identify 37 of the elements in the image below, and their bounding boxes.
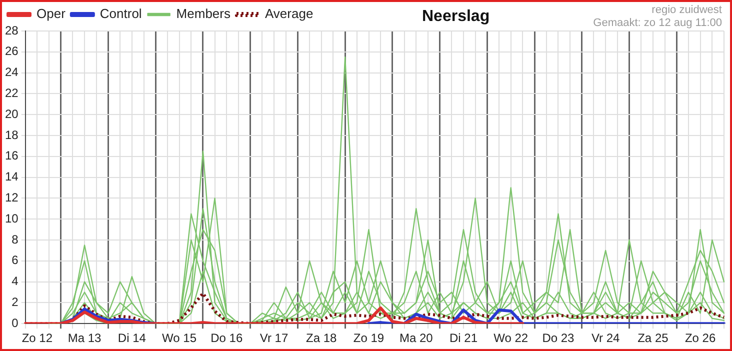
y-tick-label: 0 (12, 316, 19, 330)
x-tick-label: Do 23 (542, 331, 575, 346)
y-tick-label: 16 (4, 148, 19, 163)
legend-label: Average (264, 6, 314, 22)
y-tick-label: 2 (12, 295, 19, 310)
y-tick-label: 8 (12, 232, 19, 246)
x-tick-label: Vr 17 (260, 331, 288, 346)
y-tick-label: 6 (12, 253, 19, 268)
x-tick-label: Ma 13 (68, 331, 102, 346)
y-tick-label: 22 (4, 86, 19, 100)
x-tick-label: Do 16 (210, 331, 243, 346)
y-tick-label: 28 (4, 23, 19, 38)
legend-label: Oper (36, 6, 66, 22)
x-tick-label: Ma 20 (399, 331, 434, 346)
legend-label: Control (100, 6, 142, 22)
y-tick-label: 14 (4, 170, 19, 184)
y-tick-label: 10 (4, 211, 19, 226)
y-tick-label: 26 (4, 44, 19, 58)
y-tick-label: 20 (4, 106, 19, 121)
x-tick-label: Di 14 (118, 331, 146, 346)
text: regio zuidwest (650, 4, 722, 17)
x-tick-label: Zo 26 (684, 331, 716, 346)
chart-title: Neerslag (422, 8, 490, 26)
y-tick-label: 24 (4, 65, 19, 80)
x-tick-label: Zo 19 (353, 331, 384, 346)
x-tick-label: Wo 22 (494, 331, 528, 346)
text: Gemaakt: zo 12 aug 11:00 (593, 17, 722, 30)
x-tick-label: Wo 15 (162, 331, 197, 346)
x-tick-label: Vr 24 (591, 331, 620, 346)
y-tick-label: 18 (4, 128, 19, 142)
x-tick-label: Di 21 (449, 331, 478, 346)
x-tick-label: Za 18 (306, 331, 338, 346)
y-tick-label: 12 (4, 190, 19, 205)
x-tick-label: Za 25 (638, 331, 669, 346)
y-tick-label: 4 (12, 274, 19, 288)
legend-label: Members (176, 6, 231, 22)
x-tick-label: Zo 12 (22, 331, 53, 346)
